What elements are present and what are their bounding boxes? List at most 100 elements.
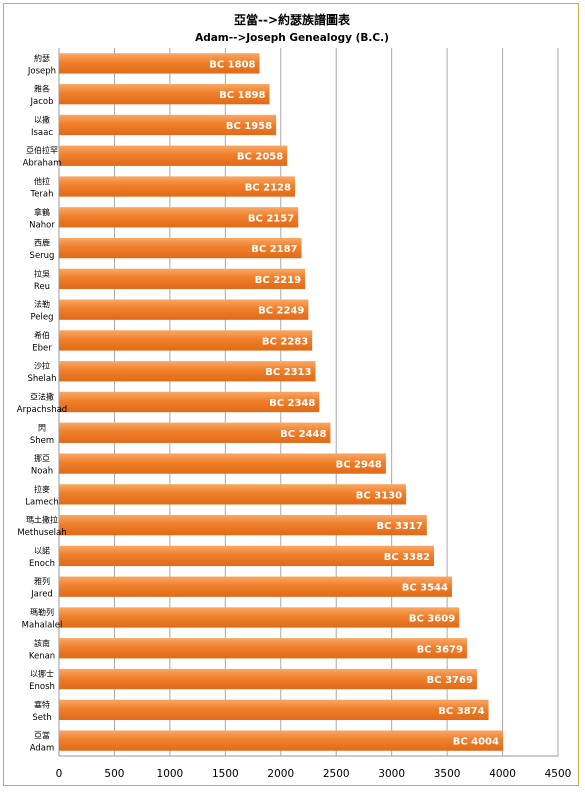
category-label-en: Reu (34, 282, 50, 292)
bar-enoch (59, 545, 435, 567)
data-label-reu: BC 2219 (255, 275, 301, 286)
category-label-en: Shem (30, 436, 54, 446)
bar-kenan (59, 638, 467, 659)
bar-seth (59, 699, 489, 720)
bar-shem (59, 422, 331, 443)
data-label-abraham: BC 2058 (237, 152, 283, 163)
category-label-zh: 挪亞 (34, 453, 50, 463)
x-tick-label: 1000 (157, 768, 184, 780)
category-label-zh: 沙拉 (34, 361, 50, 371)
bar-methuselah (59, 514, 427, 536)
bar-joseph (59, 53, 260, 74)
x-tick-label: 3500 (434, 768, 461, 780)
chart-frame: 亞當-->約瑟族譜圖表 Adam-->Joseph Genealogy (B.C… (3, 3, 579, 786)
data-label-mahalalel: BC 3609 (409, 613, 455, 624)
bar-adam (59, 730, 503, 751)
bars: BC 1808 BC 1898 BC 1958 BC 2058 BC 2128 BC 21… (59, 53, 503, 751)
x-tick-label: 3000 (378, 768, 405, 780)
category-label-zh: 拉吳 (34, 268, 50, 278)
category-label-en: Isaac (31, 128, 53, 138)
x-tick-label: 500 (104, 768, 124, 780)
data-label-enosh: BC 3769 (427, 675, 473, 686)
data-label-shem: BC 2448 (280, 429, 326, 440)
bar-serug (59, 237, 302, 259)
data-label-lamech: BC 3130 (356, 490, 402, 501)
category-label-zh: 以諾 (34, 545, 50, 555)
data-label-enoch: BC 3382 (384, 552, 430, 563)
data-label-noah: BC 2948 (336, 460, 382, 471)
bar-shelah (59, 361, 316, 382)
category-label-en: Arpachshad (17, 405, 67, 415)
bar-eber (59, 330, 313, 351)
x-tick-label: 2500 (323, 768, 350, 780)
category-label-en: Eber (32, 343, 52, 353)
data-label-seth: BC 3874 (438, 706, 484, 717)
data-label-serug: BC 2187 (251, 244, 297, 255)
bar-arpachshad (59, 391, 320, 413)
category-label-zh: 以撒 (34, 114, 50, 124)
data-label-methuselah: BC 3317 (377, 521, 423, 532)
category-label-en: Peleg (30, 313, 53, 323)
x-tick-label: 1500 (212, 768, 239, 780)
category-label-zh: 塞特 (34, 699, 50, 709)
category-label-zh: 西鹿 (34, 238, 50, 248)
bar-enosh (59, 668, 477, 690)
data-label-terah: BC 2128 (245, 183, 291, 194)
category-label-en: Lamech (25, 497, 59, 507)
category-label-zh: 以挪士 (30, 669, 54, 679)
category-label-en: Kenan (29, 651, 55, 661)
category-label-en: Adam (30, 744, 55, 754)
bar-abraham (59, 145, 288, 166)
bar-mahalalel (59, 607, 460, 628)
bar-terah (59, 176, 295, 197)
bar-isaac (59, 114, 277, 136)
x-tick-label: 4500 (545, 768, 572, 780)
data-label-nahor: BC 2157 (248, 213, 294, 224)
data-label-peleg: BC 2249 (258, 306, 304, 317)
category-label-en: Mahalalel (22, 620, 63, 630)
bar-lamech (59, 484, 407, 505)
category-label-en: Terah (29, 190, 53, 200)
category-label-zh: 約瑟 (34, 53, 50, 63)
bar-nahor (59, 207, 299, 228)
data-label-adam: BC 4004 (453, 737, 499, 748)
category-label-en: Methuselah (17, 528, 66, 538)
category-label-zh: 亞法撒 (30, 392, 54, 402)
bar-jacob (59, 84, 270, 105)
data-label-jared: BC 3544 (402, 583, 448, 594)
category-label-zh: 瑪勒列 (30, 607, 54, 617)
category-label-en: Abraham (23, 159, 62, 169)
x-tick-label: 2000 (267, 768, 294, 780)
chart-title: 亞當-->約瑟族譜圖表 (234, 12, 351, 27)
category-label-en: Joseph (27, 66, 56, 76)
bar-noah (59, 453, 386, 474)
bar-jared (59, 576, 452, 597)
category-label-zh: 亞當 (34, 731, 50, 740)
data-label-isaac: BC 1958 (226, 121, 272, 132)
data-label-joseph: BC 1808 (209, 59, 255, 70)
data-label-arpachshad: BC 2348 (269, 398, 315, 409)
data-label-shelah: BC 2313 (265, 367, 311, 378)
category-label-zh: 雅各 (34, 84, 50, 94)
data-label-kenan: BC 3679 (417, 644, 463, 655)
data-label-jacob: BC 1898 (219, 90, 265, 101)
bar-reu (59, 268, 306, 290)
bar-peleg (59, 299, 309, 320)
category-label-zh: 拿鶴 (34, 207, 50, 217)
x-axis-ticks: 0 500 1000 1500 2000 2500 3000 3500 4000 4500 (56, 768, 572, 780)
category-label-en: Noah (31, 467, 53, 477)
x-tick-label: 4000 (489, 768, 516, 780)
category-labels: 約瑟 Joseph 雅各 Jacob 以撒 Isaac 亞伯拉罕 Abraham 他拉 Terah… (17, 53, 67, 754)
chart-subtitle: Adam-->Joseph Genealogy (B.C.) (195, 32, 389, 44)
category-label-en: Seth (32, 713, 51, 723)
category-label-zh: 拉麥 (34, 484, 50, 494)
x-tick-label: 0 (56, 768, 63, 780)
category-label-en: Shelah (28, 374, 57, 384)
category-label-zh: 雅列 (34, 576, 50, 586)
genealogy-bar-chart: 亞當-->約瑟族譜圖表 Adam-->Joseph Genealogy (B.C… (17, 12, 572, 780)
category-label-zh: 法勒 (34, 299, 50, 309)
category-label-en: Serug (30, 251, 55, 261)
category-label-zh: 希伯 (34, 330, 50, 340)
category-label-en: Nahor (29, 220, 55, 230)
category-label-zh: 瑪土撒拉 (26, 515, 58, 525)
